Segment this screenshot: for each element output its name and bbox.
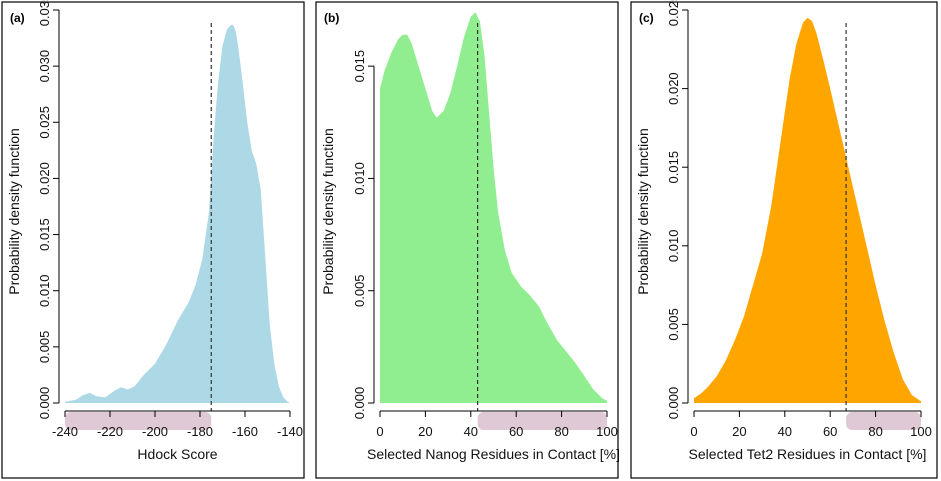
y-tick-label: 0.025	[666, 0, 681, 26]
panel-frame	[315, 1, 619, 479]
y-tick-label: 0.030	[37, 50, 52, 83]
y-tick-label: 0.010	[666, 230, 681, 263]
density-area	[65, 24, 290, 403]
y-axis-title: Probability density function	[635, 128, 651, 295]
x-axis-title: Selected Tet2 Residues in Contact [%]	[689, 446, 927, 462]
y-tick-label: 0.000	[37, 387, 52, 420]
x-tick-label: 60	[823, 424, 837, 439]
density-area	[694, 17, 921, 404]
x-tick-label: 0	[376, 424, 383, 439]
x-tick-label: -200	[142, 424, 168, 439]
y-tick-label: 0.005	[37, 331, 52, 364]
panel-letter: (a)	[10, 11, 25, 25]
panel-frame	[630, 1, 938, 479]
x-tick-label: -220	[97, 424, 123, 439]
y-tick-label: 0.000	[666, 387, 681, 420]
y-tick-label: 0.005	[352, 274, 367, 307]
x-tick-label: 60	[509, 424, 523, 439]
y-tick-label: 0.020	[37, 162, 52, 195]
x-tick-label: -160	[232, 424, 258, 439]
y-tick-label: 0.020	[666, 72, 681, 105]
x-tick-label: -140	[277, 424, 303, 439]
panel-letter: (c)	[639, 11, 654, 25]
x-tick-label: 80	[868, 424, 882, 439]
panel-letter: (b)	[324, 11, 339, 25]
y-tick-label: 0.000	[352, 387, 367, 420]
y-tick-label: 0.015	[666, 151, 681, 184]
highlight-range-band	[477, 412, 607, 430]
y-axis-title: Probability density function	[6, 128, 22, 295]
panel-b: 0 20 40 60 80 100 0.000 0.005 0.010 0.015 Selected…	[315, 1, 620, 479]
x-tick-label: -180	[187, 424, 213, 439]
x-tick-label: 20	[418, 424, 432, 439]
y-tick-label: 0.025	[37, 106, 52, 139]
density-area	[380, 12, 607, 403]
x-tick-label: 80	[554, 424, 568, 439]
y-tick-label: 0.035	[37, 0, 52, 26]
x-tick-label: 20	[732, 424, 746, 439]
y-tick-label: 0.010	[37, 274, 52, 307]
x-tick-label: 40	[778, 424, 792, 439]
panel-a: -240 -220 -200 -180 -160 -140 0.000 0.005 0.010 0…	[1, 0, 305, 479]
y-axis-title: Probability density function	[320, 128, 336, 295]
y-tick-label: 0.015	[352, 50, 367, 83]
y-tick-label: 0.005	[666, 308, 681, 341]
x-axis-title: Selected Nanog Residues in Contact [%]	[367, 446, 620, 462]
x-tick-label: 100	[910, 424, 932, 439]
highlight-range-band	[846, 412, 921, 430]
panel-c: 0 20 40 60 80 100 0.000 0.005 0.010 0.015 0.020 0.0…	[630, 0, 938, 479]
x-tick-label: 40	[464, 424, 478, 439]
panel-frame	[1, 1, 305, 479]
y-tick-label: 0.015	[37, 218, 52, 251]
highlight-range-band	[65, 412, 212, 430]
y-tick-label: 0.010	[352, 162, 367, 195]
x-tick-label: 100	[596, 424, 618, 439]
x-tick-label: -240	[52, 424, 78, 439]
x-axis-title: Hdock Score	[137, 446, 217, 462]
x-tick-label: 0	[690, 424, 697, 439]
